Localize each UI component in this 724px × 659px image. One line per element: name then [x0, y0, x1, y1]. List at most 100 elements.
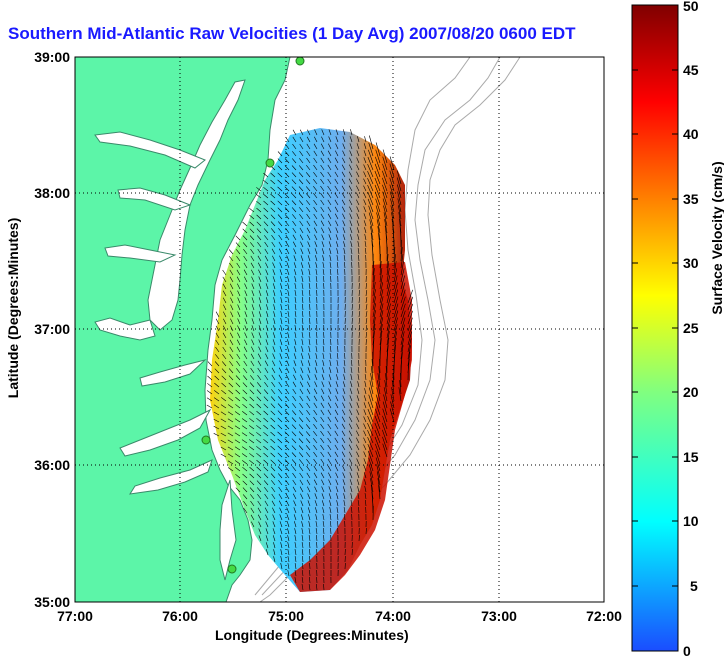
- velocity-arrow: [364, 136, 367, 143]
- velocity-arrow: [349, 479, 353, 486]
- velocity-arrow: [270, 221, 276, 227]
- velocity-arrow: [265, 353, 269, 360]
- velocity-arrow: [307, 381, 311, 388]
- velocity-arrow: [227, 467, 234, 472]
- velocity-arrow: [272, 339, 276, 346]
- velocity-arrow: [379, 261, 382, 276]
- velocity-arrow: [342, 143, 346, 150]
- velocity-arrow: [384, 380, 388, 395]
- velocity-arrow: [237, 332, 241, 339]
- velocity-arrow: [279, 339, 283, 346]
- velocity-arrow: [277, 158, 283, 164]
- velocity-arrow: [298, 417, 304, 423]
- velocity-arrow: [356, 213, 360, 220]
- velocity-arrow: [335, 143, 339, 150]
- velocity-arrow: [351, 506, 353, 514]
- velocity-arrow: [379, 282, 383, 297]
- velocity-arrow: [284, 459, 290, 465]
- velocity-arrow: [306, 136, 311, 143]
- velocity-arrow: [286, 353, 290, 360]
- velocity-arrow: [294, 563, 297, 570]
- velocity-arrow: [393, 261, 397, 276]
- velocity-arrow: [375, 443, 381, 458]
- velocity-arrow: [292, 143, 297, 150]
- velocity-arrow: [321, 486, 325, 493]
- velocity-arrow: [363, 409, 367, 416]
- velocity-arrow: [298, 172, 304, 178]
- velocity-arrow: [229, 262, 234, 269]
- velocity-arrow: [234, 453, 241, 458]
- velocity-arrow: [294, 325, 297, 332]
- velocity-arrow: [323, 331, 325, 339]
- velocity-arrow: [357, 248, 360, 255]
- velocity-arrow: [258, 290, 262, 297]
- velocity-arrow: [308, 269, 311, 276]
- velocity-arrow: [313, 395, 318, 402]
- velocity-arrow: [389, 191, 395, 206]
- velocity-arrow: [308, 521, 311, 528]
- velocity-arrow: [349, 416, 353, 423]
- x-tick-label: 72:00: [586, 608, 622, 624]
- velocity-arrow: [350, 500, 353, 507]
- velocity-arrow: [280, 332, 283, 339]
- velocity-arrow: [256, 446, 262, 451]
- velocity-arrow: [272, 283, 276, 290]
- velocity-arrow: [350, 367, 353, 374]
- velocity-arrow: [335, 402, 339, 409]
- velocity-arrow: [320, 150, 325, 157]
- velocity-arrow: [265, 269, 269, 276]
- velocity-arrow: [315, 262, 318, 269]
- velocity-arrow: [298, 424, 304, 430]
- velocity-arrow: [382, 436, 388, 451]
- velocity-arrow: [244, 283, 248, 290]
- velocity-arrow: [342, 479, 346, 486]
- velocity-arrow: [286, 248, 290, 255]
- velocity-arrow: [235, 404, 241, 409]
- velocity-arrow: [375, 408, 381, 423]
- velocity-arrow: [341, 458, 346, 465]
- velocity-arrow: [241, 439, 248, 444]
- velocity-arrow: [400, 261, 404, 276]
- velocity-arrow: [400, 239, 402, 255]
- velocity-arrow: [368, 394, 374, 409]
- velocity-arrow: [367, 415, 374, 430]
- velocity-arrow: [306, 207, 311, 213]
- velocity-arrow: [214, 361, 220, 367]
- velocity-arrow: [299, 220, 304, 227]
- velocity-arrow: [287, 290, 290, 297]
- velocity-arrow: [236, 276, 241, 283]
- velocity-arrow: [301, 514, 304, 521]
- velocity-arrow: [367, 191, 374, 206]
- velocity-arrow: [292, 466, 297, 472]
- velocity-arrow: [335, 465, 339, 472]
- velocity-arrow: [363, 185, 367, 192]
- velocity-arrow: [249, 235, 255, 241]
- velocity-arrow: [250, 375, 255, 381]
- velocity-arrow: [278, 381, 283, 388]
- y-tick-label: 36:00: [34, 457, 70, 473]
- velocity-arrow: [320, 437, 325, 444]
- velocity-arrow: [334, 157, 339, 164]
- velocity-arrow: [278, 500, 283, 507]
- velocity-arrow: [336, 255, 339, 262]
- velocity-arrow: [236, 360, 241, 367]
- velocity-arrow: [307, 507, 311, 514]
- velocity-arrow: [215, 318, 220, 325]
- velocity-arrow: [300, 360, 304, 367]
- velocity-arrow: [348, 444, 353, 451]
- velocity-arrow: [356, 416, 360, 423]
- colorbar-tick-label: 40: [683, 126, 699, 142]
- velocity-arrow: [249, 439, 255, 444]
- velocity-arrow: [278, 241, 283, 248]
- velocity-arrow: [314, 234, 318, 241]
- velocity-arrow: [279, 360, 283, 367]
- velocity-arrow: [302, 303, 304, 311]
- velocity-arrow: [322, 269, 325, 276]
- velocity-arrow: [277, 207, 283, 213]
- velocity-arrow: [363, 220, 367, 227]
- velocity-arrow: [277, 473, 283, 479]
- velocity-arrow: [314, 374, 318, 381]
- velocity-arrow: [237, 290, 241, 297]
- velocity-arrow: [356, 395, 360, 402]
- velocity-arrow: [228, 382, 234, 388]
